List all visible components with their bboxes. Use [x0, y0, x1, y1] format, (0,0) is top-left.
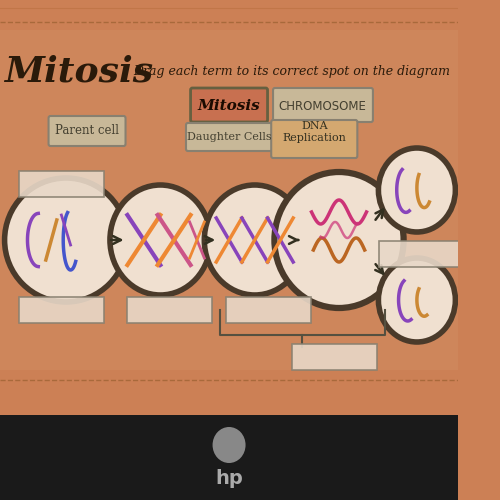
Circle shape [212, 427, 246, 463]
Text: Mitosis: Mitosis [198, 99, 260, 113]
FancyBboxPatch shape [19, 297, 103, 323]
Ellipse shape [274, 172, 404, 308]
FancyBboxPatch shape [292, 344, 376, 370]
Text: Mitosis: Mitosis [4, 55, 153, 89]
FancyBboxPatch shape [0, 30, 458, 370]
Ellipse shape [378, 258, 456, 342]
FancyBboxPatch shape [226, 297, 310, 323]
FancyBboxPatch shape [380, 241, 464, 267]
Text: Daughter Cells: Daughter Cells [187, 132, 272, 142]
Text: DNA
Replication: DNA Replication [282, 121, 346, 143]
FancyBboxPatch shape [271, 120, 358, 158]
Text: Parent cell: Parent cell [55, 124, 119, 138]
Text: hp: hp [215, 468, 243, 487]
Ellipse shape [4, 178, 128, 302]
Ellipse shape [110, 185, 210, 295]
Ellipse shape [378, 148, 456, 232]
FancyBboxPatch shape [273, 88, 373, 122]
FancyBboxPatch shape [19, 171, 103, 197]
Text: CHROMOSOME: CHROMOSOME [278, 100, 366, 112]
Bar [0, 415, 458, 500]
Text: Drag each term to its correct spot on the diagram: Drag each term to its correct spot on th… [133, 66, 450, 78]
FancyBboxPatch shape [190, 88, 268, 122]
Ellipse shape [204, 185, 305, 295]
FancyBboxPatch shape [128, 297, 212, 323]
FancyBboxPatch shape [186, 123, 272, 151]
FancyBboxPatch shape [48, 116, 126, 146]
